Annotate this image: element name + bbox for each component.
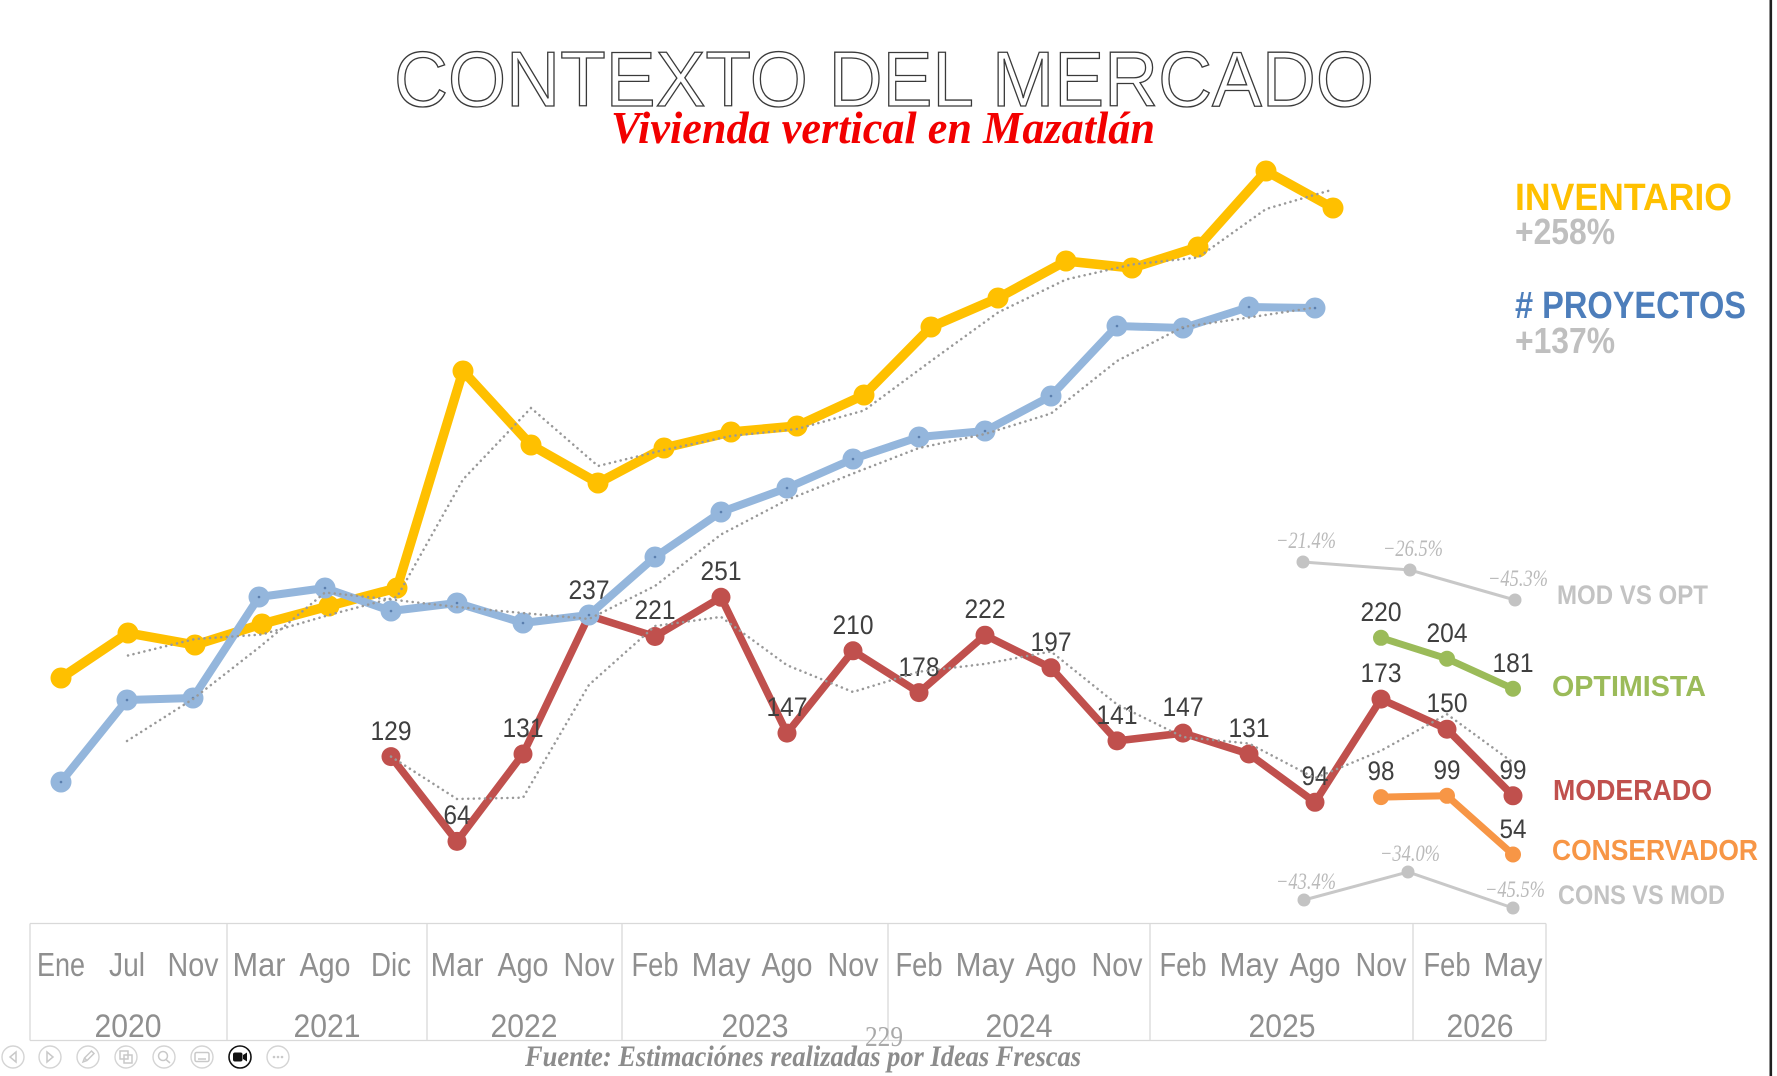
svg-text:147: 147 <box>767 692 808 722</box>
svg-text:222: 222 <box>965 594 1006 624</box>
svg-text:INVENTARIO: INVENTARIO <box>1515 177 1732 219</box>
svg-text:May: May <box>1484 946 1543 983</box>
svg-text:Feb: Feb <box>632 946 679 983</box>
svg-text:CONTEXTO DEL MERCADO: CONTEXTO DEL MERCADO <box>394 35 1374 123</box>
svg-text:131: 131 <box>503 713 544 743</box>
svg-text:CONS VS MOD: CONS VS MOD <box>1558 880 1725 910</box>
svg-text:Feb: Feb <box>896 946 943 983</box>
svg-text:Nov: Nov <box>168 946 219 983</box>
svg-text:197: 197 <box>1031 627 1072 657</box>
svg-text:150: 150 <box>1427 688 1468 718</box>
svg-text:129: 129 <box>371 716 412 746</box>
svg-text:204: 204 <box>1427 618 1468 648</box>
svg-text:−43.4%: −43.4% <box>1276 869 1336 894</box>
svg-text:−26.5%: −26.5% <box>1383 536 1443 561</box>
svg-text:220: 220 <box>1361 597 1402 627</box>
svg-text:Fuente: Estimaciónes realizada: Fuente: Estimaciónes realizadas por Idea… <box>524 1040 1081 1073</box>
svg-text:Ago: Ago <box>1026 946 1077 983</box>
svg-text:# PROYECTOS: # PROYECTOS <box>1515 285 1746 327</box>
svg-text:Nov: Nov <box>1092 946 1143 983</box>
svg-text:178: 178 <box>899 652 940 682</box>
svg-text:+258%: +258% <box>1515 211 1615 252</box>
svg-text:54: 54 <box>1500 814 1527 844</box>
svg-text:2023: 2023 <box>722 1008 789 1044</box>
svg-text:Nov: Nov <box>828 946 879 983</box>
svg-text:Mar: Mar <box>233 946 286 983</box>
svg-text:2024: 2024 <box>986 1008 1053 1044</box>
svg-text:2021: 2021 <box>294 1008 361 1044</box>
svg-text:Feb: Feb <box>1424 946 1471 983</box>
svg-text:Ago: Ago <box>498 946 549 983</box>
svg-text:OPTIMISTA: OPTIMISTA <box>1552 671 1706 703</box>
svg-text:99: 99 <box>1500 755 1527 785</box>
svg-text:221: 221 <box>635 595 676 625</box>
svg-text:Vivienda vertical en Mazatlán: Vivienda vertical en Mazatlán <box>611 102 1155 153</box>
svg-text:98: 98 <box>1368 756 1395 786</box>
svg-text:−45.3%: −45.3% <box>1488 566 1548 591</box>
svg-text:210: 210 <box>833 610 874 640</box>
svg-text:Nov: Nov <box>1356 946 1407 983</box>
svg-text:2026: 2026 <box>1447 1008 1514 1044</box>
svg-text:MOD VS OPT: MOD VS OPT <box>1557 580 1708 610</box>
svg-text:Ago: Ago <box>762 946 813 983</box>
svg-text:Ene: Ene <box>37 946 85 983</box>
svg-text:64: 64 <box>444 800 471 830</box>
svg-text:Ago: Ago <box>300 946 351 983</box>
svg-text:2025: 2025 <box>1249 1008 1316 1044</box>
svg-text:94: 94 <box>1302 761 1329 791</box>
svg-text:May: May <box>956 946 1015 983</box>
svg-text:May: May <box>1220 946 1279 983</box>
svg-text:Feb: Feb <box>1160 946 1207 983</box>
svg-text:147: 147 <box>1163 692 1204 722</box>
svg-text:−45.5%: −45.5% <box>1485 877 1545 902</box>
svg-text:MODERADO: MODERADO <box>1553 775 1712 807</box>
svg-text:Nov: Nov <box>564 946 615 983</box>
svg-text:141: 141 <box>1097 700 1138 730</box>
svg-text:−21.4%: −21.4% <box>1276 528 1336 553</box>
svg-text:251: 251 <box>701 556 742 586</box>
svg-text:−34.0%: −34.0% <box>1380 841 1440 866</box>
svg-text:229: 229 <box>865 1022 903 1053</box>
svg-text:May: May <box>692 946 751 983</box>
svg-text:2020: 2020 <box>95 1008 162 1044</box>
svg-text:Ago: Ago <box>1290 946 1341 983</box>
svg-text:131: 131 <box>1229 713 1270 743</box>
svg-text:173: 173 <box>1361 658 1402 688</box>
svg-text:2022: 2022 <box>491 1008 558 1044</box>
svg-text:Jul: Jul <box>109 946 145 983</box>
svg-text:99: 99 <box>1434 755 1461 785</box>
svg-text:Mar: Mar <box>431 946 484 983</box>
svg-text:+137%: +137% <box>1515 320 1615 361</box>
svg-text:CONSERVADOR: CONSERVADOR <box>1552 835 1758 867</box>
svg-text:Dic: Dic <box>371 946 411 983</box>
svg-text:181: 181 <box>1493 648 1534 678</box>
